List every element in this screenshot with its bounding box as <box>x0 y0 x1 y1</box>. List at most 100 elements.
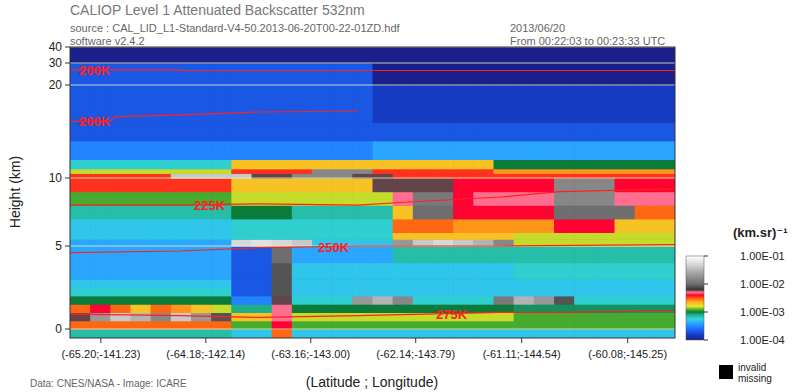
cell <box>655 85 675 123</box>
cell <box>90 239 111 246</box>
cell <box>292 169 313 174</box>
cell <box>574 63 595 86</box>
cell <box>574 192 595 206</box>
cell <box>453 47 474 64</box>
cell <box>514 304 535 313</box>
cell <box>151 63 172 86</box>
cell <box>352 312 373 321</box>
cell <box>494 122 515 141</box>
cell <box>655 205 675 219</box>
cell <box>131 85 152 123</box>
cell <box>332 279 353 288</box>
cell <box>615 288 636 297</box>
cell <box>332 122 353 141</box>
x-tick <box>415 338 416 343</box>
annotation: Data: CNES/NASA - Image: ICARE <box>30 378 187 389</box>
cell <box>90 329 111 338</box>
cell <box>332 321 353 330</box>
cell <box>131 246 152 263</box>
cell <box>473 47 494 64</box>
cell <box>615 296 636 305</box>
cell <box>574 47 595 64</box>
chart: 200K200K225K250K275K0510203040Height (km… <box>0 0 811 392</box>
colorbar-tick-label: 1.00E-01 <box>740 250 785 262</box>
cell <box>635 85 656 123</box>
cell <box>393 219 414 233</box>
cell <box>90 312 111 321</box>
cell <box>655 288 675 297</box>
cell <box>373 304 394 313</box>
y-tick <box>65 246 70 247</box>
cell <box>574 246 595 263</box>
cell <box>272 122 293 141</box>
cell <box>191 141 212 160</box>
cell <box>373 263 394 280</box>
cell <box>272 288 293 297</box>
cell <box>393 141 414 160</box>
cell <box>393 232 414 239</box>
cell <box>413 169 434 174</box>
cell <box>151 178 172 192</box>
title: CALIOP Level 1 Attenuated Backscatter 53… <box>70 2 365 18</box>
cell <box>554 329 575 338</box>
x-tick <box>100 338 101 343</box>
cell <box>171 321 192 330</box>
cell <box>312 321 333 330</box>
cell <box>574 288 595 297</box>
cell <box>433 63 454 86</box>
cell <box>433 169 454 174</box>
cell <box>554 263 575 280</box>
cell <box>554 178 575 192</box>
cell <box>171 288 192 297</box>
cell <box>352 192 373 206</box>
cell <box>292 192 313 206</box>
cell <box>514 178 535 192</box>
cell <box>615 192 636 206</box>
cell <box>534 178 555 192</box>
y-tick <box>65 63 70 64</box>
cell <box>594 288 615 297</box>
cell <box>373 159 394 169</box>
cell <box>332 232 353 239</box>
cell <box>655 192 675 206</box>
cell <box>655 246 675 263</box>
cell <box>211 63 232 86</box>
cell <box>534 279 555 288</box>
cell <box>231 263 252 280</box>
cell <box>514 312 535 321</box>
cell <box>312 141 333 160</box>
cell <box>635 205 656 219</box>
cell <box>231 329 252 338</box>
cell <box>151 246 172 263</box>
cell <box>151 205 172 219</box>
cell <box>635 232 656 239</box>
cell <box>554 192 575 206</box>
cell <box>373 246 394 263</box>
cell <box>272 304 293 313</box>
cell <box>393 205 414 219</box>
cell <box>252 178 273 192</box>
cell <box>594 232 615 239</box>
cell <box>332 141 353 160</box>
cell <box>594 263 615 280</box>
cell <box>131 63 152 86</box>
cell <box>655 159 675 169</box>
cell <box>70 219 91 233</box>
cell <box>554 159 575 169</box>
cell <box>433 122 454 141</box>
cell <box>70 279 91 288</box>
cell <box>312 263 333 280</box>
cell <box>655 239 675 246</box>
cell <box>615 85 636 123</box>
cell <box>171 239 192 246</box>
cell <box>231 169 252 174</box>
cell <box>393 288 414 297</box>
y-tick <box>65 178 70 179</box>
cell <box>171 219 192 233</box>
cell <box>393 63 414 86</box>
cell <box>413 219 434 233</box>
cell <box>615 141 636 160</box>
cell <box>514 288 535 297</box>
cell <box>413 205 434 219</box>
cell <box>252 169 273 174</box>
